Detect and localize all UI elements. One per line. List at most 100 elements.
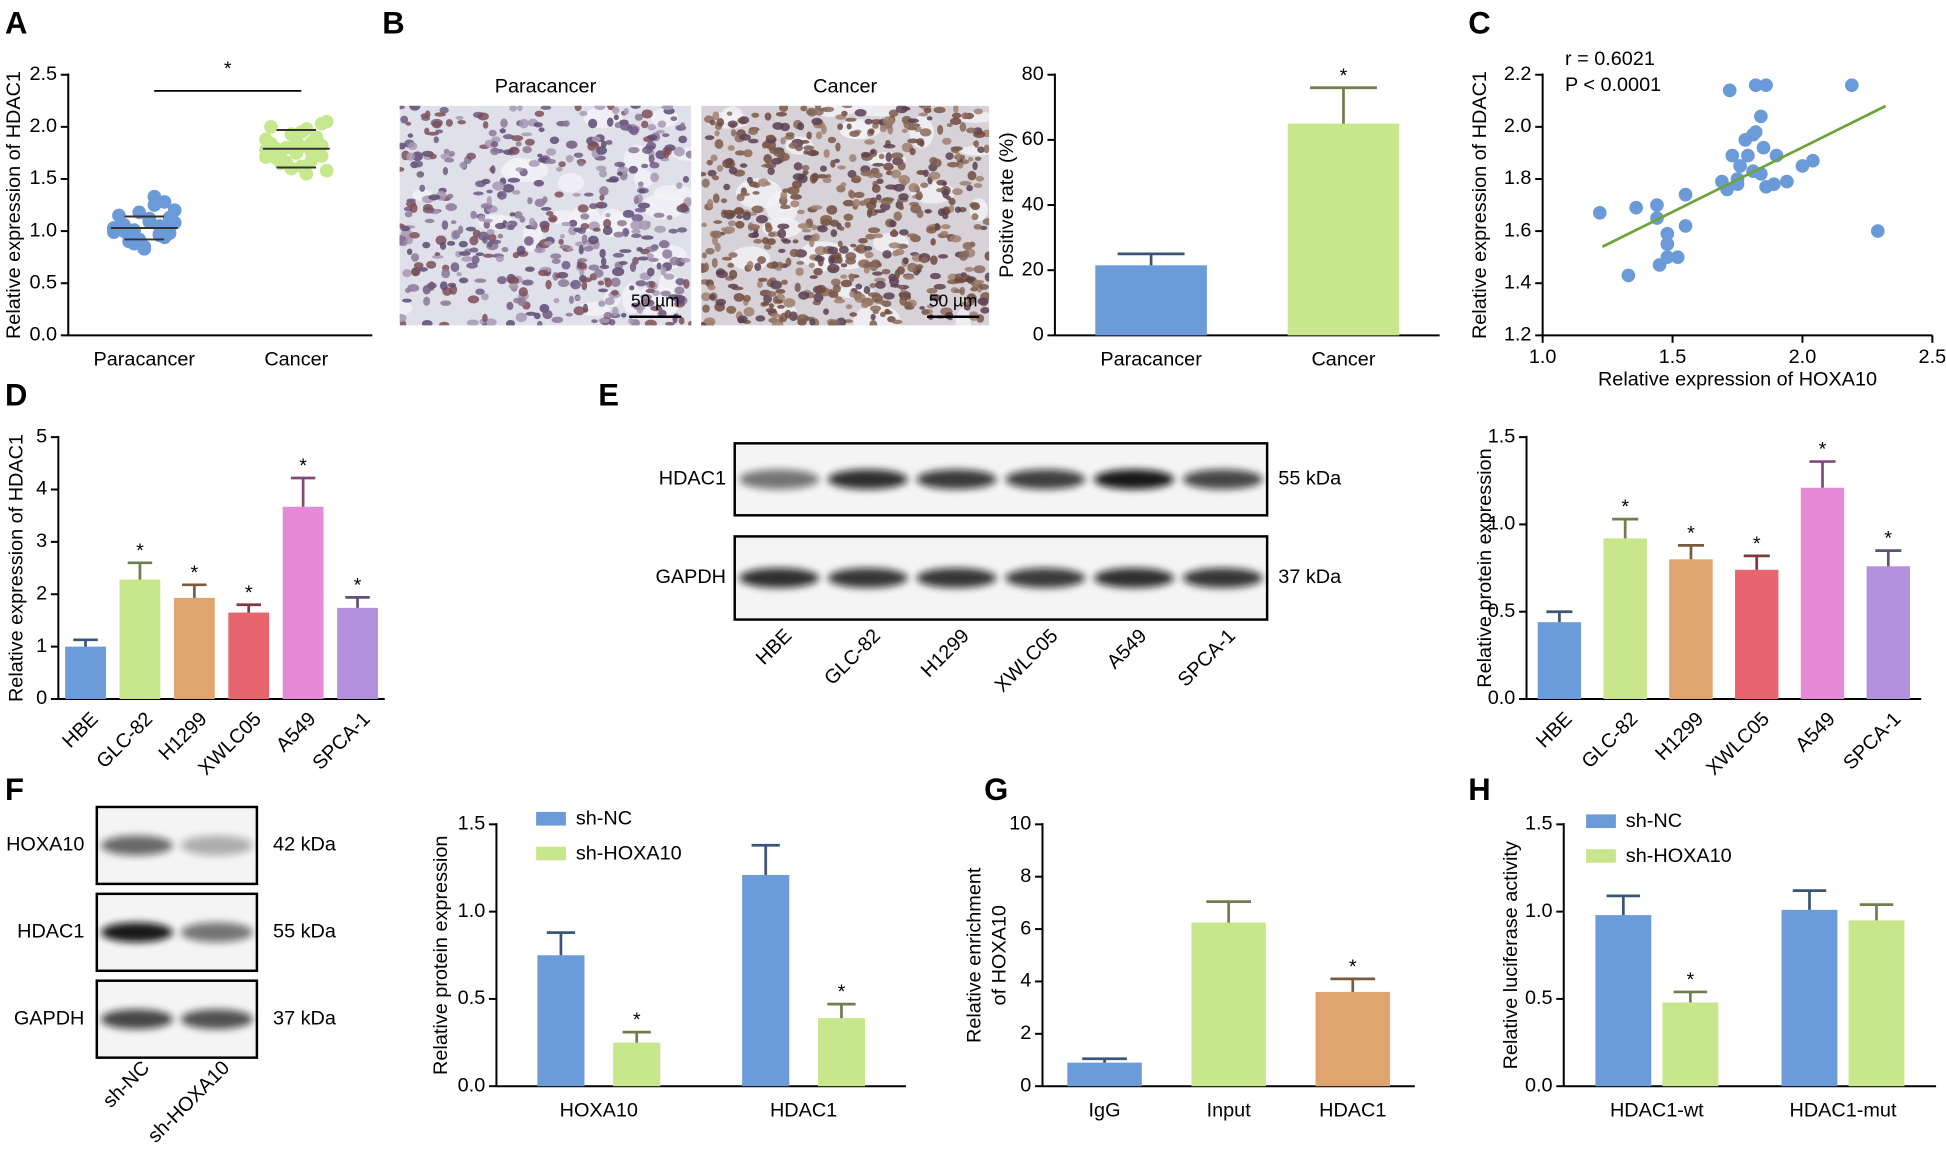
- nucleus: [920, 256, 928, 264]
- nucleus: [439, 241, 447, 250]
- nucleus: [714, 242, 721, 252]
- nucleus: [806, 131, 812, 140]
- nucleus: [705, 247, 715, 255]
- nucleus: [505, 319, 516, 326]
- y-tick-label: 4: [36, 478, 47, 500]
- nucleus: [400, 115, 409, 124]
- nucleus: [537, 269, 549, 277]
- blot-band: [1094, 469, 1174, 490]
- nucleus: [922, 169, 929, 178]
- data-point: [1678, 219, 1693, 233]
- bar: [1287, 123, 1400, 336]
- bar: [1848, 920, 1905, 1087]
- nucleus: [809, 237, 815, 248]
- nucleus: [447, 240, 456, 246]
- nucleus: [409, 105, 421, 111]
- nucleus: [726, 111, 733, 116]
- nucleus: [835, 142, 841, 152]
- nucleus: [858, 259, 871, 268]
- nucleus: [409, 203, 418, 214]
- legend-label: sh-HOXA10: [1626, 845, 1732, 867]
- nucleus: [519, 215, 526, 223]
- nucleus: [721, 256, 733, 261]
- nucleus: [680, 257, 691, 263]
- nucleus: [974, 140, 980, 148]
- nucleus: [577, 227, 587, 234]
- bar: [1095, 265, 1207, 336]
- y-tick-label: 3: [36, 530, 47, 552]
- nucleus: [766, 238, 776, 245]
- nucleus: [964, 266, 974, 272]
- nucleus: [534, 110, 545, 117]
- nucleus: [561, 221, 572, 227]
- legend-swatch: [536, 846, 566, 861]
- nucleus: [809, 318, 816, 326]
- nucleus: [583, 245, 594, 252]
- nucleus: [984, 272, 990, 282]
- nucleus: [643, 299, 650, 306]
- nucleus: [785, 132, 795, 137]
- nucleus: [483, 253, 494, 258]
- data-point: [319, 163, 334, 178]
- nucleus: [820, 214, 833, 224]
- nucleus: [416, 171, 425, 178]
- nucleus: [683, 278, 690, 289]
- nucleus: [596, 146, 608, 155]
- nucleus: [879, 311, 886, 318]
- nucleus: [955, 152, 961, 162]
- nucleus: [653, 212, 665, 218]
- nucleus: [757, 280, 763, 288]
- nucleus: [929, 272, 941, 280]
- y-tick-label: 40: [1022, 193, 1044, 215]
- nucleus: [545, 279, 552, 290]
- bar: [282, 506, 324, 699]
- nucleus: [654, 225, 666, 233]
- nucleus: [982, 218, 990, 226]
- bar: [1866, 566, 1910, 699]
- nucleus: [727, 120, 738, 128]
- nucleus: [742, 211, 751, 221]
- nucleus: [872, 309, 879, 315]
- data-point: [1629, 200, 1644, 215]
- nucleus: [482, 121, 489, 129]
- nucleus: [491, 136, 501, 143]
- nucleus: [649, 161, 660, 169]
- nucleus: [854, 108, 867, 117]
- panel-letter: E: [598, 378, 619, 413]
- nucleus: [963, 304, 971, 311]
- nucleus: [647, 124, 657, 131]
- nucleus: [893, 211, 902, 221]
- nucleus: [657, 120, 667, 128]
- nucleus: [712, 193, 720, 204]
- blot-band: [916, 568, 997, 588]
- nucleus: [852, 199, 861, 208]
- nucleus: [608, 318, 616, 326]
- x-tick-label: H1299: [1651, 708, 1708, 765]
- scale-bar-label: 50 µm: [929, 290, 978, 310]
- nucleus: [706, 198, 714, 209]
- nucleus: [868, 128, 875, 135]
- nucleus: [577, 258, 588, 263]
- y-axis-label: Relative expression of HDAC1: [6, 434, 28, 702]
- nucleus: [954, 206, 962, 213]
- nucleus: [921, 309, 930, 316]
- nucleus: [743, 149, 753, 158]
- nucleus: [971, 213, 979, 221]
- nucleus: [908, 183, 920, 193]
- nucleus: [402, 269, 412, 278]
- nucleus: [579, 110, 588, 116]
- bar: [817, 1018, 866, 1087]
- significance-marker: *: [1884, 528, 1892, 550]
- nucleus: [619, 260, 628, 266]
- nucleus: [432, 120, 442, 129]
- nucleus: [809, 275, 818, 279]
- nucleus: [973, 279, 985, 285]
- nucleus: [508, 283, 519, 290]
- nucleus: [538, 127, 545, 133]
- nucleus: [542, 196, 548, 204]
- nucleus: [973, 108, 984, 115]
- nucleus: [656, 262, 662, 270]
- nucleus: [775, 289, 786, 294]
- nucleus: [816, 254, 822, 260]
- nucleus: [858, 237, 868, 244]
